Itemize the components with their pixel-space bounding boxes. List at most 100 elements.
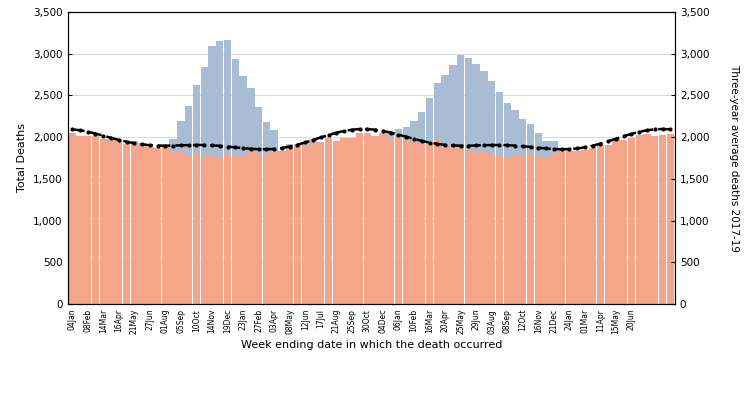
Bar — [433, 140, 441, 304]
Bar — [224, 153, 231, 304]
Bar — [457, 145, 464, 304]
Bar — [394, 136, 402, 304]
Bar — [162, 148, 169, 304]
Bar — [519, 156, 526, 304]
Bar — [542, 157, 550, 304]
Y-axis label: Total Deaths: Total Deaths — [17, 124, 28, 192]
Bar — [294, 144, 302, 146]
Bar — [526, 124, 534, 153]
Bar — [84, 136, 92, 304]
Bar — [410, 121, 418, 142]
Bar — [278, 152, 286, 304]
Bar — [309, 139, 316, 140]
Bar — [255, 107, 262, 153]
Bar — [340, 138, 348, 304]
Bar — [488, 154, 495, 304]
Bar — [239, 76, 247, 155]
Bar — [589, 148, 596, 304]
Bar — [628, 138, 635, 304]
Bar — [472, 151, 480, 304]
Bar — [130, 141, 138, 304]
Bar — [209, 155, 216, 304]
Bar — [193, 85, 200, 153]
Bar — [387, 133, 394, 136]
Bar — [496, 92, 503, 155]
Bar — [139, 144, 146, 304]
Bar — [170, 151, 177, 304]
Bar — [177, 152, 184, 304]
Bar — [262, 154, 270, 304]
Bar — [100, 139, 107, 304]
Bar — [441, 75, 448, 145]
Bar — [216, 41, 223, 158]
Bar — [667, 134, 674, 304]
Bar — [309, 140, 316, 304]
Bar — [317, 142, 325, 143]
Bar — [519, 119, 526, 156]
Bar — [457, 55, 464, 145]
Bar — [644, 134, 651, 304]
Bar — [465, 58, 472, 150]
Bar — [200, 155, 208, 304]
Bar — [526, 153, 534, 304]
Bar — [216, 158, 223, 304]
Bar — [659, 135, 666, 304]
X-axis label: Week ending date in which the death occurred: Week ending date in which the death occu… — [241, 340, 502, 350]
Bar — [651, 136, 658, 304]
Bar — [271, 151, 278, 304]
Bar — [248, 88, 254, 150]
Bar — [535, 156, 542, 304]
Bar — [76, 136, 83, 304]
Bar — [332, 142, 340, 304]
Bar — [503, 103, 511, 158]
Bar — [68, 133, 76, 304]
Bar — [239, 155, 247, 304]
Bar — [271, 130, 278, 151]
Bar — [115, 140, 122, 304]
Bar — [262, 122, 270, 154]
Bar — [449, 65, 457, 148]
Bar — [426, 142, 433, 304]
Bar — [465, 150, 472, 304]
Bar — [232, 155, 239, 304]
Bar — [92, 136, 99, 304]
Bar — [403, 127, 410, 139]
Bar — [480, 152, 488, 304]
Bar — [512, 110, 519, 154]
Bar — [558, 149, 566, 304]
Bar — [503, 158, 511, 304]
Bar — [426, 98, 433, 142]
Bar — [146, 147, 154, 304]
Bar — [356, 133, 363, 304]
Bar — [209, 46, 216, 155]
Bar — [286, 145, 293, 304]
Bar — [535, 133, 542, 156]
Bar — [107, 139, 115, 304]
Bar — [418, 112, 425, 144]
Bar — [441, 145, 448, 304]
Bar — [185, 156, 193, 304]
Bar — [170, 139, 177, 151]
Y-axis label: Three-year average deaths 2017-19: Three-year average deaths 2017-19 — [729, 64, 739, 252]
Bar — [387, 136, 394, 304]
Bar — [550, 153, 557, 304]
Bar — [542, 141, 550, 157]
Bar — [123, 144, 130, 304]
Bar — [302, 143, 309, 145]
Bar — [581, 150, 589, 304]
Bar — [612, 139, 620, 304]
Bar — [472, 64, 480, 151]
Bar — [177, 121, 184, 152]
Bar — [512, 154, 519, 304]
Bar — [224, 40, 231, 153]
Bar — [380, 133, 386, 134]
Bar — [433, 83, 441, 140]
Bar — [604, 145, 612, 304]
Bar — [480, 71, 488, 152]
Bar — [302, 145, 309, 304]
Bar — [364, 132, 371, 304]
Bar — [286, 144, 293, 145]
Bar — [597, 145, 604, 304]
Bar — [566, 151, 573, 304]
Bar — [317, 143, 325, 304]
